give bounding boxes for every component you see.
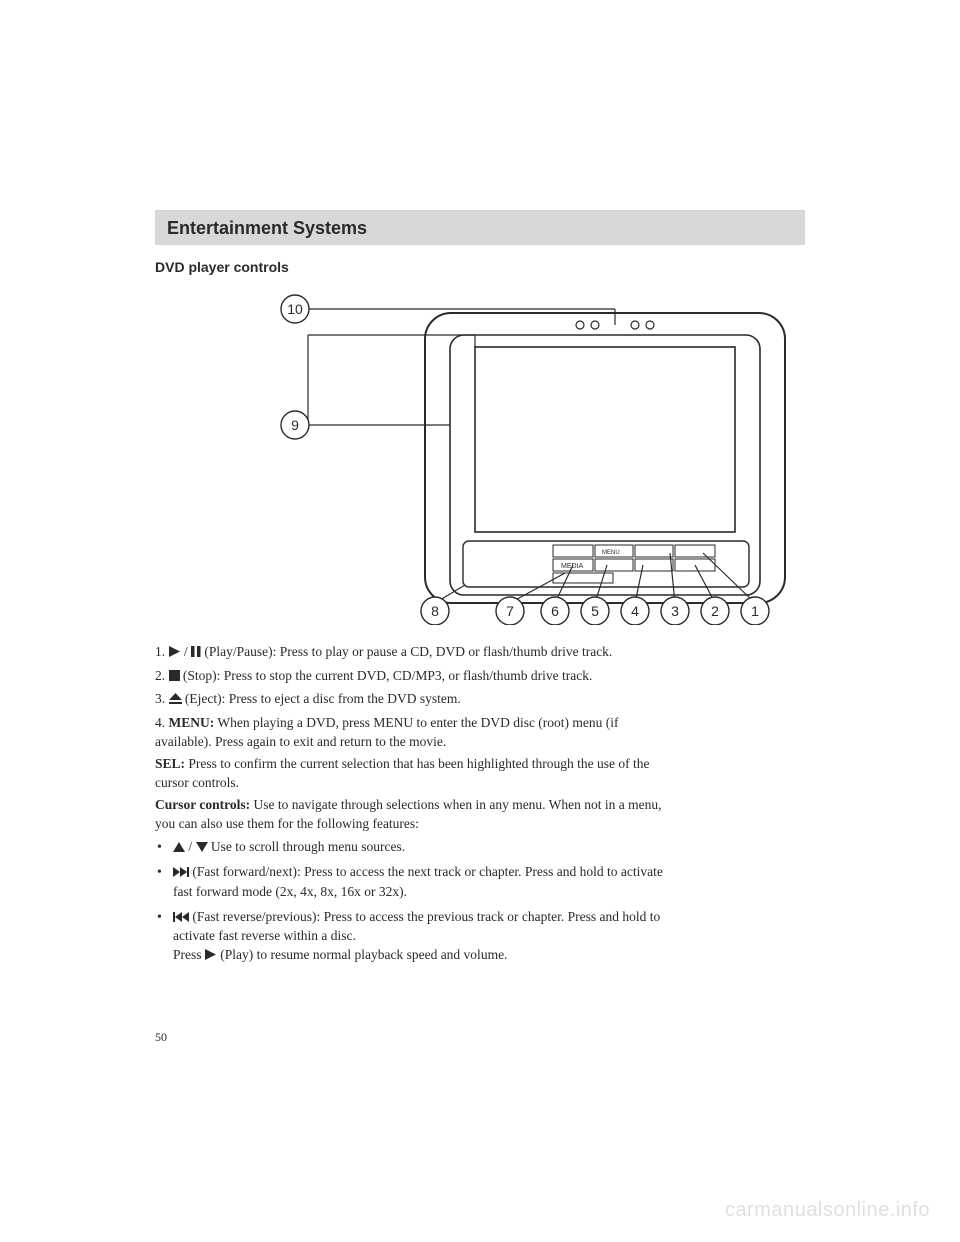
- menu-label: MENU:: [169, 715, 215, 730]
- subsection-title: DVD player controls: [155, 259, 805, 275]
- stop-icon: [169, 668, 180, 687]
- slash: /: [188, 839, 195, 854]
- dvd-player-diagram: MEDIA MENU 10 9 8 7 6: [275, 285, 795, 625]
- cursor-label: Cursor controls:: [155, 797, 250, 812]
- watermark: carmanualsonline.info: [725, 1199, 930, 1222]
- callout-10: 10: [287, 301, 303, 317]
- section-title: Entertainment Systems: [167, 218, 793, 239]
- item-4-text: When playing a DVD, press MENU to enter …: [155, 715, 619, 749]
- callout-3: 3: [671, 603, 679, 619]
- item-3-text: (Eject): Press to eject a disc from the …: [185, 691, 461, 706]
- li3-line1: (Fast reverse/previous): Press to access…: [173, 909, 660, 944]
- play-icon: [169, 644, 181, 663]
- item-4: 4. MENU: When playing a DVD, press MENU …: [155, 714, 665, 751]
- item-3: 3. (Eject): Press to eject a disc from t…: [155, 690, 665, 710]
- item-1: 1. / (Play/Pause): Press to play or paus…: [155, 643, 665, 663]
- list-item: (Fast forward/next): Press to access the…: [155, 863, 665, 901]
- li2-text: (Fast forward/next): Press to access the…: [173, 864, 663, 899]
- callout-7: 7: [506, 603, 514, 619]
- svg-text:MENU: MENU: [602, 550, 620, 556]
- pause-icon: [191, 644, 201, 663]
- sel-text: Press to confirm the current selection t…: [155, 756, 650, 790]
- item-3-num: 3.: [155, 691, 165, 706]
- callout-6: 6: [551, 603, 559, 619]
- callout-1: 1: [751, 603, 759, 619]
- play-icon: [205, 947, 217, 966]
- slash: /: [184, 644, 191, 659]
- li1-text: Use to scroll through menu sources.: [211, 839, 405, 854]
- callout-8: 8: [431, 603, 439, 619]
- callout-9: 9: [291, 417, 299, 433]
- section-header: Entertainment Systems: [155, 210, 805, 245]
- sel-label: SEL:: [155, 756, 185, 771]
- callout-2: 2: [711, 603, 719, 619]
- fast-forward-icon: [173, 864, 189, 883]
- item-1-text: (Play/Pause): Press to play or pause a C…: [204, 644, 612, 659]
- fast-reverse-icon: [173, 909, 189, 928]
- sel-line: SEL: Press to confirm the current select…: [155, 755, 665, 792]
- item-2-text: (Stop): Press to stop the current DVD, C…: [183, 668, 592, 683]
- cursor-line: Cursor controls: Use to navigate through…: [155, 796, 665, 833]
- list-item: / Use to scroll through menu sources.: [155, 838, 665, 858]
- item-1-num: 1.: [155, 644, 165, 659]
- up-arrow-icon: [173, 839, 185, 858]
- down-arrow-icon: [196, 839, 208, 858]
- eject-icon: [169, 691, 182, 710]
- list-item: (Fast reverse/previous): Press to access…: [155, 908, 665, 966]
- bullet-list: / Use to scroll through menu sources. (F…: [155, 838, 665, 966]
- callout-5: 5: [591, 603, 599, 619]
- li3-line2a: Press: [173, 947, 205, 962]
- body-text: 1. / (Play/Pause): Press to play or paus…: [155, 643, 665, 965]
- item-4-num: 4.: [155, 715, 169, 730]
- page-number: 50: [155, 1030, 167, 1045]
- callout-4: 4: [631, 603, 639, 619]
- item-2: 2. (Stop): Press to stop the current DVD…: [155, 667, 665, 687]
- li3-line2b: (Play) to resume normal playback speed a…: [220, 947, 507, 962]
- item-2-num: 2.: [155, 668, 165, 683]
